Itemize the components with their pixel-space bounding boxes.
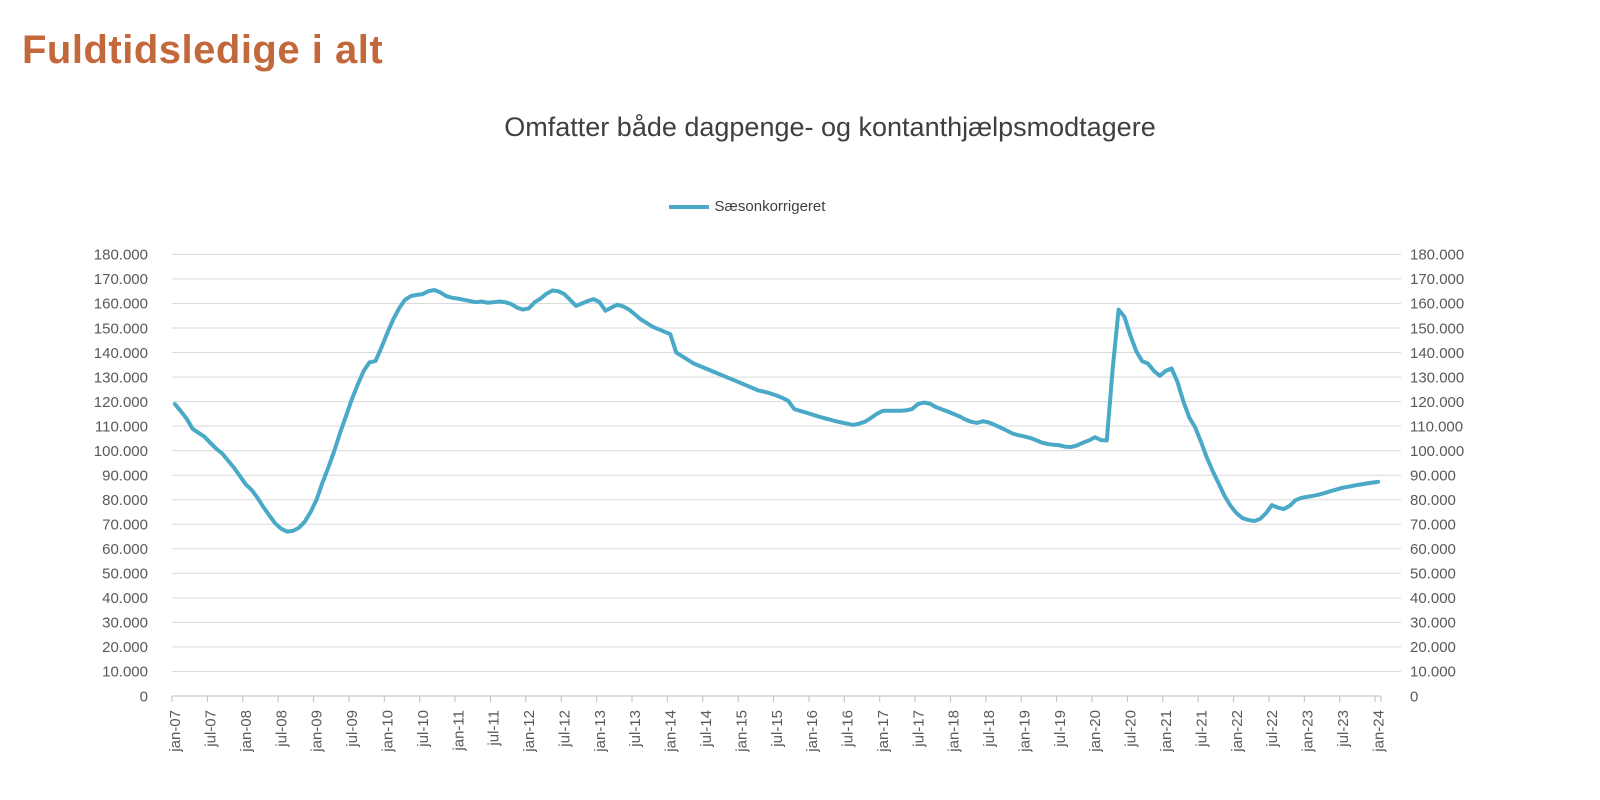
svg-text:110.000: 110.000 — [95, 418, 148, 435]
chart-legend: Sæsonkorrigeret — [172, 198, 1322, 215]
svg-text:jul-08: jul-08 — [273, 710, 290, 748]
svg-text:170.000: 170.000 — [1410, 271, 1464, 288]
svg-text:jan-12: jan-12 — [521, 710, 538, 753]
svg-text:30.000: 30.000 — [1410, 615, 1456, 632]
svg-text:50.000: 50.000 — [1410, 566, 1456, 583]
legend-line-marker — [668, 204, 709, 209]
svg-text:80.000: 80.000 — [1410, 492, 1456, 509]
svg-text:jul-20: jul-20 — [1123, 710, 1140, 748]
svg-text:jul-23: jul-23 — [1335, 710, 1352, 748]
svg-text:jul-19: jul-19 — [1052, 710, 1069, 748]
svg-text:160.000: 160.000 — [1410, 296, 1464, 313]
svg-text:jan-24: jan-24 — [1370, 710, 1387, 753]
svg-text:120.000: 120.000 — [1410, 394, 1464, 411]
svg-text:jul-18: jul-18 — [981, 710, 998, 748]
svg-text:jul-17: jul-17 — [910, 710, 927, 748]
svg-text:20.000: 20.000 — [1410, 639, 1456, 656]
y-axis-labels-right: 0 10.000 20.000 30.000 40.000 50.000 60.000 70.… — [1410, 247, 1464, 706]
y-gridlines — [172, 253, 1401, 672]
svg-text:60.000: 60.000 — [102, 541, 148, 558]
svg-text:30.000: 30.000 — [102, 615, 148, 632]
svg-text:40.000: 40.000 — [1410, 590, 1456, 607]
svg-text:0: 0 — [1410, 688, 1418, 705]
svg-text:130.000: 130.000 — [94, 369, 148, 386]
svg-text:70.000: 70.000 — [1410, 517, 1456, 534]
svg-text:jan-18: jan-18 — [946, 710, 963, 753]
svg-text:130.000: 130.000 — [1410, 369, 1464, 386]
svg-text:60.000: 60.000 — [1410, 541, 1456, 558]
svg-text:160.000: 160.000 — [94, 296, 148, 313]
svg-text:jan-21: jan-21 — [1158, 710, 1175, 753]
svg-text:jan-19: jan-19 — [1016, 710, 1033, 753]
y-axis-labels-left: 0 10.000 20.000 30.000 40.000 50.000 60.000 70.… — [94, 247, 148, 706]
svg-text:jan-22: jan-22 — [1229, 710, 1246, 753]
svg-text:jan-09: jan-09 — [309, 710, 326, 753]
svg-text:20.000: 20.000 — [102, 639, 148, 656]
chart-title: Omfatter både dagpenge- og kontanthjælps… — [504, 112, 1156, 142]
series-line-saesonkorrigeret — [172, 288, 1381, 534]
svg-text:70.000: 70.000 — [102, 517, 148, 534]
svg-text:jul-09: jul-09 — [344, 710, 361, 748]
svg-text:40.000: 40.000 — [102, 590, 148, 607]
svg-text:jan-13: jan-13 — [592, 710, 609, 753]
svg-text:jul-12: jul-12 — [556, 710, 573, 748]
svg-text:jan-15: jan-15 — [733, 710, 750, 753]
svg-text:90.000: 90.000 — [102, 467, 148, 484]
svg-text:jul-14: jul-14 — [698, 710, 715, 748]
svg-text:jan-16: jan-16 — [804, 710, 821, 753]
svg-text:jul-10: jul-10 — [415, 710, 432, 748]
svg-text:jan-17: jan-17 — [875, 710, 892, 753]
svg-text:110.000: 110.000 — [1410, 418, 1463, 435]
svg-text:150.000: 150.000 — [94, 320, 148, 337]
svg-text:jan-23: jan-23 — [1300, 710, 1317, 753]
svg-text:80.000: 80.000 — [102, 492, 148, 509]
svg-text:140.000: 140.000 — [1410, 345, 1464, 362]
svg-text:jul-15: jul-15 — [769, 710, 786, 748]
svg-text:180.000: 180.000 — [94, 247, 148, 264]
svg-text:jul-13: jul-13 — [627, 710, 644, 748]
svg-text:150.000: 150.000 — [1410, 320, 1464, 337]
page-title: Fuldtidsledige i alt — [22, 28, 384, 72]
svg-text:jan-20: jan-20 — [1087, 710, 1104, 753]
svg-text:0: 0 — [140, 688, 148, 705]
svg-text:jan-11: jan-11 — [450, 710, 467, 752]
svg-text:jul-21: jul-21 — [1193, 710, 1210, 748]
svg-text:170.000: 170.000 — [94, 271, 148, 288]
svg-text:100.000: 100.000 — [1410, 443, 1464, 460]
svg-text:jul-16: jul-16 — [840, 710, 857, 748]
svg-text:jan-08: jan-08 — [238, 710, 255, 753]
svg-text:90.000: 90.000 — [1410, 467, 1456, 484]
svg-text:jan-14: jan-14 — [663, 710, 680, 753]
svg-text:jul-11: jul-11 — [486, 710, 503, 747]
svg-text:10.000: 10.000 — [102, 664, 148, 681]
svg-text:100.000: 100.000 — [94, 443, 148, 460]
svg-text:50.000: 50.000 — [102, 566, 148, 583]
svg-text:jul-07: jul-07 — [203, 710, 220, 748]
svg-text:jul-22: jul-22 — [1264, 710, 1281, 748]
x-axis — [171, 695, 1382, 702]
svg-text:jan-10: jan-10 — [380, 710, 397, 753]
svg-text:180.000: 180.000 — [1410, 247, 1464, 264]
svg-text:10.000: 10.000 — [1410, 664, 1456, 681]
svg-text:140.000: 140.000 — [94, 345, 148, 362]
legend-label: Sæsonkorrigeret — [714, 198, 826, 215]
x-axis-labels: jan-07 jul-07 jan-08 jul-08 jan-09 jul-09 jan-… — [167, 710, 1387, 753]
svg-text:120.000: 120.000 — [94, 394, 148, 411]
svg-text:jan-07: jan-07 — [167, 710, 184, 753]
